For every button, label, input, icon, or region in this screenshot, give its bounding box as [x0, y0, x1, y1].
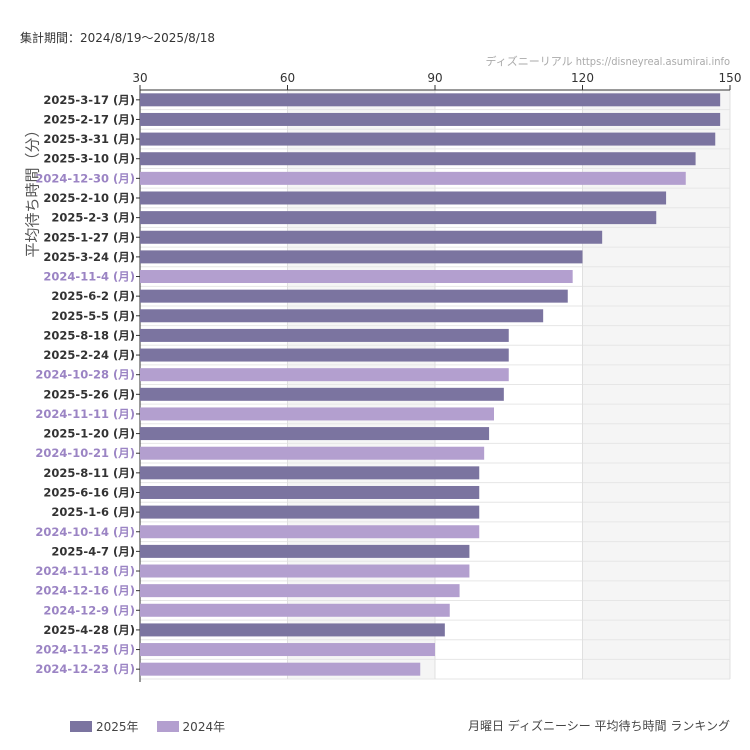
chart-footnote: 月曜日 ディズニーシー 平均待ち時間 ランキング: [467, 719, 730, 733]
category-label: 2025-1-20 (月): [43, 427, 135, 441]
legend-label-2025: 2025年: [96, 720, 139, 734]
bar-2024-11-25: [140, 643, 435, 657]
legend-label-2024: 2024年: [182, 720, 226, 734]
category-label: 2024-11-4 (月): [43, 270, 135, 284]
category-label: 2025-5-26 (月): [43, 387, 135, 401]
x-tick-label: 150: [719, 71, 742, 85]
category-label: 2024-10-28 (月): [35, 368, 135, 382]
bar-2025-2-10: [140, 191, 667, 205]
category-label: 2025-3-31 (月): [43, 132, 135, 146]
category-label: 2024-12-9 (月): [43, 603, 135, 617]
bar-2025-6-16: [140, 485, 480, 499]
bar-2025-3-10: [140, 152, 696, 166]
x-tick-label: 120: [571, 71, 594, 85]
bar-2025-1-27: [140, 230, 603, 244]
bar-2025-8-18: [140, 328, 509, 342]
bar-2025-4-28: [140, 623, 445, 637]
bar-2025-8-11: [140, 466, 480, 480]
category-label: 2024-10-14 (月): [35, 525, 135, 539]
bar-2024-10-14: [140, 525, 480, 539]
bar-2025-4-7: [140, 544, 470, 558]
period-text: 集計期間：2024/8/19〜2025/8/18: [20, 31, 216, 45]
category-label: 2025-4-7 (月): [51, 544, 135, 558]
category-label: 2024-11-11 (月): [35, 407, 135, 421]
category-label: 2025-3-17 (月): [43, 93, 135, 107]
category-label: 2025-3-10 (月): [43, 152, 135, 166]
bar-2025-3-17: [140, 93, 721, 107]
x-tick-label: 90: [427, 71, 442, 85]
bar-2025-3-31: [140, 132, 716, 146]
bar-2024-11-4: [140, 270, 573, 284]
legend-swatch-2025: [70, 721, 92, 732]
legend-item-2025: 2025年: [70, 718, 139, 735]
category-label: 2025-1-6 (月): [51, 505, 135, 519]
bar-2025-2-3: [140, 211, 657, 225]
category-label: 2025-2-10 (月): [43, 191, 135, 205]
category-label: 2024-11-25 (月): [35, 643, 135, 657]
bar-2025-1-20: [140, 427, 490, 441]
category-label: 2024-12-23 (月): [35, 662, 135, 676]
category-label: 2025-2-17 (月): [43, 112, 135, 126]
x-tick-label: 30: [132, 71, 147, 85]
category-label: 2025-4-28 (月): [43, 623, 135, 637]
legend: 2025年 2024年: [70, 718, 225, 735]
bar-2024-10-28: [140, 368, 509, 382]
bar-2024-12-9: [140, 603, 450, 617]
bar-2025-3-24: [140, 250, 583, 264]
category-label: 2025-5-5 (月): [51, 309, 135, 323]
x-tick-label: 60: [280, 71, 295, 85]
bar-2024-11-11: [140, 407, 494, 421]
category-label: 2025-2-24 (月): [43, 348, 135, 362]
credit-text: ディズニーリアル https://disneyreal.asumirai.inf…: [485, 55, 730, 68]
category-label: 2025-1-27 (月): [43, 230, 135, 244]
bar-2024-12-23: [140, 662, 421, 676]
category-label: 2024-12-30 (月): [35, 171, 135, 185]
bar-2025-6-2: [140, 289, 568, 303]
bar-2025-2-24: [140, 348, 509, 362]
category-label: 2025-3-24 (月): [43, 250, 135, 264]
bar-2024-12-16: [140, 584, 460, 598]
bar-2024-10-21: [140, 446, 485, 460]
bar-2024-11-18: [140, 564, 470, 578]
category-label: 2024-12-16 (月): [35, 584, 135, 598]
category-label: 2025-2-3 (月): [51, 211, 135, 225]
category-label: 2025-8-11 (月): [43, 466, 135, 480]
bar-2025-5-5: [140, 309, 544, 323]
bar-2024-12-30: [140, 171, 686, 185]
legend-item-2024: 2024年: [156, 718, 226, 735]
category-label: 2025-8-18 (月): [43, 328, 135, 342]
bar-2025-2-17: [140, 112, 721, 126]
legend-swatch-2024: [156, 721, 179, 732]
bar-2025-1-6: [140, 505, 480, 519]
category-label: 2025-6-16 (月): [43, 485, 135, 499]
category-label: 2025-6-2 (月): [51, 289, 135, 303]
bar-2025-5-26: [140, 387, 504, 401]
category-label: 2024-10-21 (月): [35, 446, 135, 460]
category-label: 2024-11-18 (月): [35, 564, 135, 578]
